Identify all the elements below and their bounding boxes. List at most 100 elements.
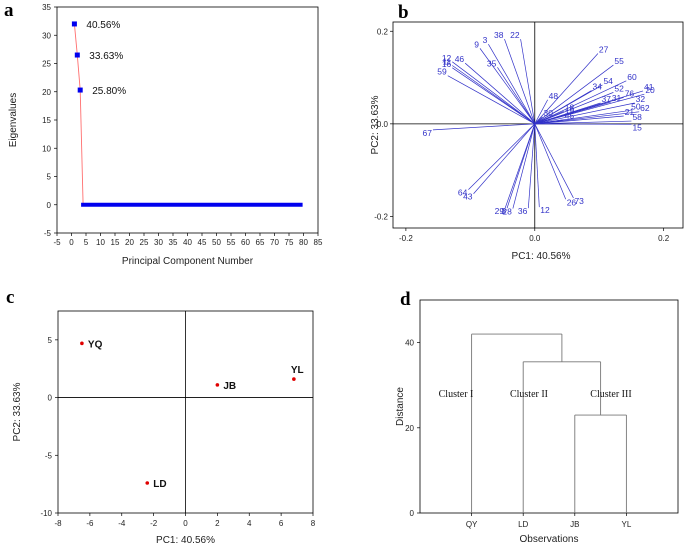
loading-label: 12: [442, 53, 452, 63]
loading-vector: [504, 39, 536, 124]
loading-label: 60: [627, 72, 637, 82]
y-tick-label: 0.0: [377, 120, 389, 129]
y-tick-label: 15: [42, 116, 51, 125]
plot-frame: [392, 21, 684, 229]
panel-letter-c: c: [6, 287, 14, 308]
score-point-label: JB: [223, 381, 236, 392]
loading-vector: [534, 114, 564, 125]
x-tick-label: 5: [84, 238, 89, 247]
y-tick-label: 20: [405, 424, 414, 433]
x-tick-label: 15: [111, 238, 120, 247]
loading-vector: [534, 123, 567, 200]
loading-vector: [479, 48, 536, 125]
x-tick-label: 75: [285, 238, 294, 247]
loading-vector: [488, 44, 536, 125]
y-tick-label: 30: [42, 31, 51, 40]
x-tick-label: -0.2: [399, 234, 413, 243]
x-tick-label: 2: [215, 519, 220, 528]
loading-vector: [447, 75, 535, 125]
x-tick-label: -8: [54, 519, 62, 528]
score-point: [292, 377, 296, 381]
y-axis-title: PC2: 33.63%: [370, 95, 381, 154]
x-tick-label: -5: [53, 238, 61, 247]
loading-vector: [534, 123, 574, 199]
loading-vector: [520, 39, 536, 124]
loading-vector: [534, 99, 548, 125]
loading-vector: [534, 92, 614, 125]
x-tick-label: 50: [212, 238, 221, 247]
loading-label: 16: [442, 59, 452, 69]
loading-label: 30: [544, 108, 554, 118]
loading-label: 41: [644, 82, 654, 92]
x-tick-label: 40: [183, 238, 192, 247]
score-plot: -8 -6 -4 -2 0 2 4 6 8 -10 -5 0 5 PC1: 40.56% PC2: 33.6…: [12, 310, 316, 545]
x-tick-label: 0.0: [529, 234, 541, 243]
y-tick-label: 0.2: [377, 27, 389, 36]
loading-vector: [452, 61, 535, 125]
loading-vector: [464, 62, 536, 125]
loading-vector: [534, 102, 635, 125]
y-tick-label: -10: [40, 509, 52, 518]
y-axis-title: Distance: [395, 387, 406, 426]
loading-label: 27: [599, 44, 609, 54]
plot-frame: [56, 6, 319, 234]
loading-label: 38: [494, 30, 504, 40]
loading-label: 62: [640, 103, 650, 113]
loading-label: 29: [495, 206, 505, 216]
loading-vector: [534, 116, 543, 125]
x-tick-label: -2: [150, 519, 158, 528]
loading-vector: [473, 123, 536, 194]
loading-vector: [534, 115, 624, 125]
scree-plot: -5 0 5 10 15 20 25 30 35 40 45 50 55 60 65 70 75 80 85 -5 0 5…: [8, 3, 323, 267]
loading-vector: [527, 123, 536, 209]
x-tick-label: 35: [169, 238, 178, 247]
loading-vector: [534, 119, 564, 125]
panel-letter-d: d: [400, 289, 411, 310]
loading-label: 32: [636, 94, 646, 104]
panel-letter-b: b: [398, 2, 409, 23]
loading-label: 11: [442, 57, 451, 67]
scree-tail-markers: [81, 202, 303, 207]
loading-vector: [534, 53, 599, 125]
y-tick-label: 40: [405, 339, 414, 348]
loading-label: 54: [603, 76, 613, 86]
loading-label: 45: [565, 111, 575, 121]
loading-label: 19: [565, 106, 575, 116]
y-tick-label: 5: [48, 336, 53, 345]
y-tick-label: -5: [45, 451, 53, 460]
loading-label: 52: [614, 83, 624, 93]
x-tick-label: 0.2: [658, 234, 670, 243]
loading-label: 43: [463, 192, 473, 202]
cluster-label: Cluster II: [510, 389, 548, 400]
score-point: [145, 481, 150, 485]
loading-label: 22: [510, 30, 520, 40]
loading-label: 26: [567, 197, 577, 207]
y-tick-label: 0: [410, 509, 415, 518]
y-tick-label: 35: [42, 3, 51, 12]
x-tick-label: 25: [140, 238, 149, 247]
loading-label: 58: [632, 112, 642, 122]
loading-label: 9: [474, 39, 479, 49]
x-axis-title: PC1: 40.56%: [512, 251, 571, 262]
variance-label: 25.80%: [92, 86, 126, 97]
score-point: [215, 383, 220, 387]
scree-point: [71, 21, 77, 27]
y-tick-label: -0.2: [374, 212, 388, 221]
loading-vector: [468, 123, 536, 190]
variance-label: 40.56%: [86, 20, 120, 31]
x-tick-label: 85: [314, 238, 323, 247]
loading-label: 3: [483, 35, 488, 45]
x-axis-title: Principal Component Number: [122, 256, 254, 267]
loading-label: 21: [625, 107, 635, 117]
cluster-label: Cluster I: [439, 389, 474, 400]
y-tick-label: -5: [44, 229, 52, 238]
loading-vector: [534, 90, 592, 125]
x-tick-label: 80: [299, 238, 308, 247]
loading-vector: [534, 120, 632, 125]
y-tick-label: 20: [42, 88, 51, 97]
x-tick-label: 20: [125, 238, 134, 247]
loading-label: 36: [518, 206, 528, 216]
loading-plot: -0.2 0.0 0.2 -0.2 0.0 0.2 PC1: 40.56% PC2: 33.6…: [370, 21, 684, 262]
y-tick-label: 0: [47, 201, 52, 210]
